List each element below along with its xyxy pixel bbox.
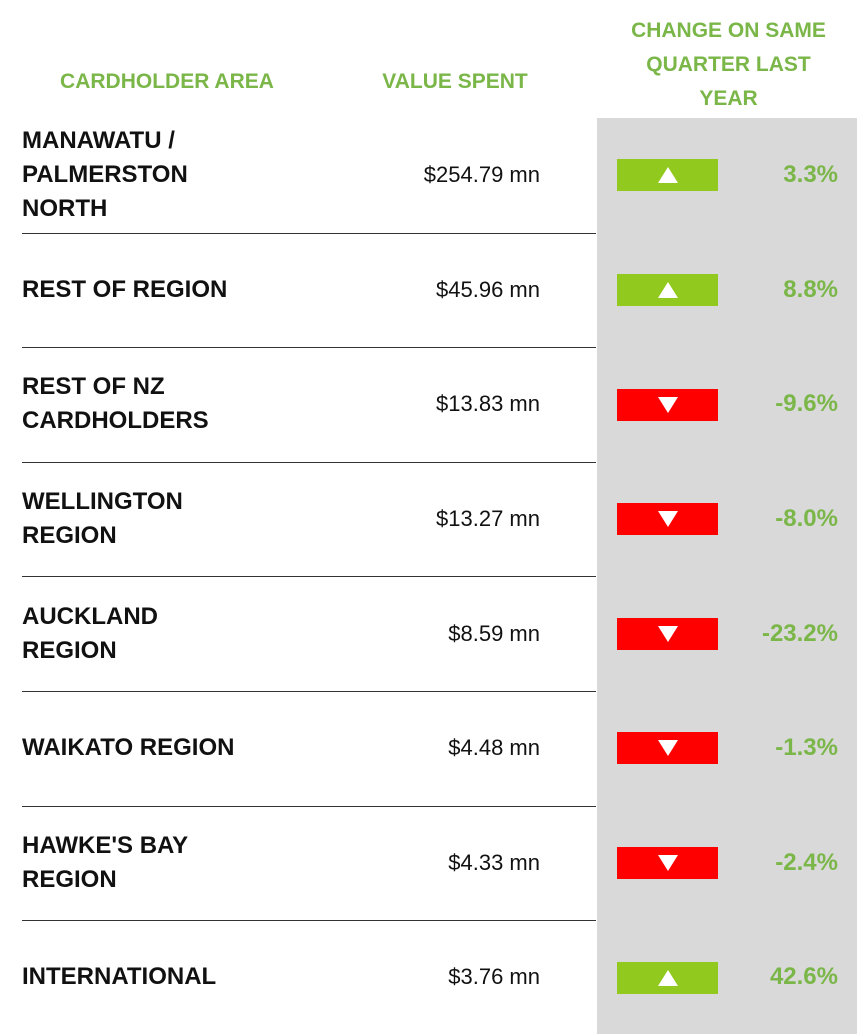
header-change: CHANGE ON SAME QUARTER LAST YEAR xyxy=(631,19,826,110)
change-value: 3.3% xyxy=(783,161,838,189)
value-spent: $45.96 mn xyxy=(436,276,540,302)
header-area: CARDHOLDER AREA xyxy=(60,70,274,93)
change-value: 8.8% xyxy=(783,275,838,303)
trend-indicator xyxy=(617,617,718,650)
change-value: -2.4% xyxy=(775,848,838,876)
arrow xyxy=(657,740,678,757)
trend-arrow xyxy=(657,854,678,871)
value-spent: $3.76 mn xyxy=(448,964,540,990)
area-label: WELLINGTON REGION xyxy=(22,488,183,550)
area-label: HAWKE'S BAY REGION xyxy=(22,831,189,893)
value-spent: $8.59 mn xyxy=(448,620,540,646)
trend-indicator xyxy=(617,273,718,306)
value-spent: $254.79 mn xyxy=(423,162,540,188)
area-label: INTERNATIONAL xyxy=(22,963,217,991)
header-value: VALUE SPENT xyxy=(382,70,528,93)
change-value: -23.2% xyxy=(761,619,838,647)
trend-indicator xyxy=(617,503,718,536)
change-value: -1.3% xyxy=(775,734,838,762)
trend-indicator xyxy=(617,732,718,765)
trend-arrow xyxy=(657,511,678,528)
arrow xyxy=(657,167,678,184)
value-spent: $4.48 mn xyxy=(448,735,540,761)
arrow xyxy=(657,854,678,871)
trend-arrow xyxy=(657,396,678,413)
row-separator xyxy=(22,805,596,807)
row-separator xyxy=(22,576,596,578)
trend-arrow xyxy=(657,969,678,986)
change-value: -8.0% xyxy=(775,505,838,533)
trend-indicator xyxy=(617,961,718,994)
trend-indicator xyxy=(617,159,718,192)
row-separator xyxy=(22,691,596,692)
change-value: 42.6% xyxy=(769,963,838,991)
row-separator xyxy=(22,232,596,234)
value-spent: $13.27 mn xyxy=(436,506,540,532)
trend-arrow xyxy=(657,167,678,184)
trend-indicator xyxy=(617,846,718,879)
trend-arrow xyxy=(657,281,678,298)
area-label: MANAWATU / PALMERSTON NORTH xyxy=(22,127,188,223)
area-label: AUCKLAND REGION xyxy=(22,602,158,664)
arrow xyxy=(657,511,678,528)
area-label: REST OF REGION xyxy=(22,275,228,303)
arrow xyxy=(657,969,678,986)
change-column-bg xyxy=(597,118,857,1034)
row-separator xyxy=(22,920,596,922)
value-spent: $4.33 mn xyxy=(448,849,540,875)
area-label: REST OF NZ CARDHOLDERS xyxy=(22,373,209,435)
area-label: WAIKATO REGION xyxy=(22,734,235,762)
trend-indicator xyxy=(617,388,718,421)
arrow xyxy=(657,625,678,642)
arrow xyxy=(657,281,678,298)
arrow xyxy=(657,396,678,413)
row-separator xyxy=(22,347,596,349)
trend-arrow xyxy=(657,740,678,757)
row-separator xyxy=(22,461,596,463)
change-value: -9.6% xyxy=(775,390,838,418)
trend-arrow xyxy=(657,625,678,642)
value-spent: $13.83 mn xyxy=(436,391,540,417)
